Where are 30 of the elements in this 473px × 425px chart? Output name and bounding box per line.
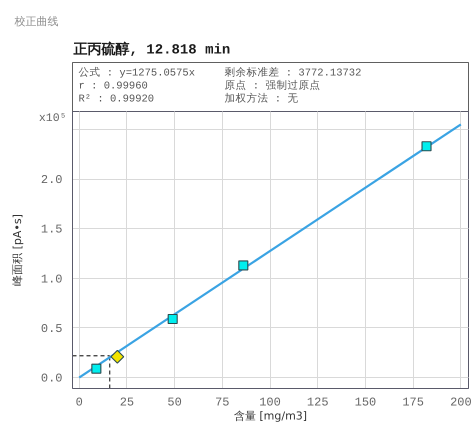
x-tick-label: 0: [76, 396, 83, 410]
x-tick-label: 125: [306, 396, 329, 410]
text: 原点 : 强制过原点: [224, 78, 320, 92]
x-axis-title: 含量 [mg/m3]: [234, 410, 308, 422]
y-tick-label: 1.0: [40, 272, 63, 286]
x-tick-label: 50: [167, 396, 182, 410]
text: 剩余标准差 : 3772.13732: [224, 66, 362, 80]
x-tick-label: 200: [450, 396, 472, 410]
text: 加权方法 : 无: [224, 92, 298, 106]
point: [91, 364, 102, 374]
chart-subtitle: 正丙硫醇, 12.818 min: [72, 40, 230, 58]
x-tick-label: 75: [215, 396, 230, 410]
x-tick-label: 150: [354, 396, 376, 410]
text: 公式 : y=1275.0575x: [78, 66, 196, 80]
text: R² : 0.99920: [78, 94, 154, 106]
y-axis-title: 峰面积 [pA•s]: [10, 214, 24, 286]
point: [421, 141, 432, 152]
x-tick-label: 25: [120, 396, 134, 410]
x-tick-label: 175: [402, 396, 424, 410]
x-tick-label: 100: [259, 396, 281, 410]
point: [238, 260, 248, 270]
text: r : 0.99960: [78, 80, 148, 92]
point: [168, 314, 178, 324]
y-tick-label: 0.5: [40, 322, 63, 336]
chart-title: 校正曲线: [14, 15, 58, 28]
y-tick-label: 0.0: [40, 372, 63, 386]
y-tick-label: 2.0: [40, 173, 63, 188]
y-tick-label: 1.5: [40, 222, 63, 237]
text: x10⁵: [38, 112, 67, 125]
point: [110, 350, 124, 364]
